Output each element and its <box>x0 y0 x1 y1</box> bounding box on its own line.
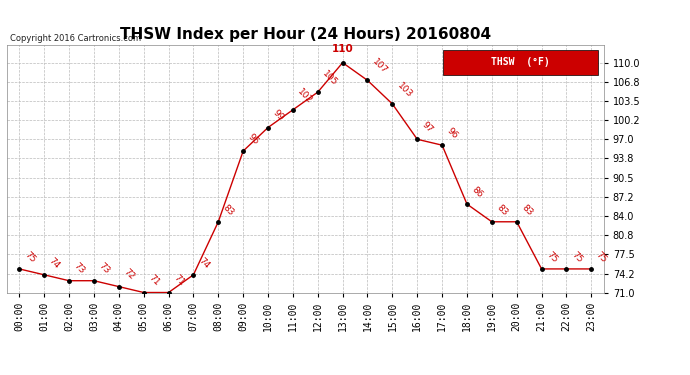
Text: 102: 102 <box>296 87 315 105</box>
Text: 99: 99 <box>271 108 286 123</box>
Text: 71: 71 <box>147 273 161 288</box>
Text: 110: 110 <box>332 44 353 54</box>
Text: 96: 96 <box>445 126 460 141</box>
Text: 83: 83 <box>221 202 236 217</box>
Text: 75: 75 <box>544 250 559 264</box>
FancyBboxPatch shape <box>442 50 598 75</box>
Text: 95: 95 <box>246 132 261 146</box>
Text: 75: 75 <box>594 250 609 264</box>
Text: 73: 73 <box>72 261 86 276</box>
Text: 75: 75 <box>22 250 37 264</box>
Text: 107: 107 <box>371 57 389 76</box>
Text: 105: 105 <box>321 69 339 87</box>
Text: Copyright 2016 Cartronics.com: Copyright 2016 Cartronics.com <box>10 33 141 42</box>
Title: THSW Index per Hour (24 Hours) 20160804: THSW Index per Hour (24 Hours) 20160804 <box>120 27 491 42</box>
Text: THSW  (°F): THSW (°F) <box>491 57 549 68</box>
Text: 103: 103 <box>395 81 414 99</box>
Text: 83: 83 <box>520 202 534 217</box>
Text: 74: 74 <box>47 256 61 270</box>
Text: 71: 71 <box>172 273 186 288</box>
Text: 86: 86 <box>470 185 484 200</box>
Text: 73: 73 <box>97 261 111 276</box>
Text: 97: 97 <box>420 120 435 135</box>
Text: 74: 74 <box>197 256 211 270</box>
Text: 72: 72 <box>122 267 136 282</box>
Text: 83: 83 <box>495 202 509 217</box>
Text: 75: 75 <box>569 250 584 264</box>
